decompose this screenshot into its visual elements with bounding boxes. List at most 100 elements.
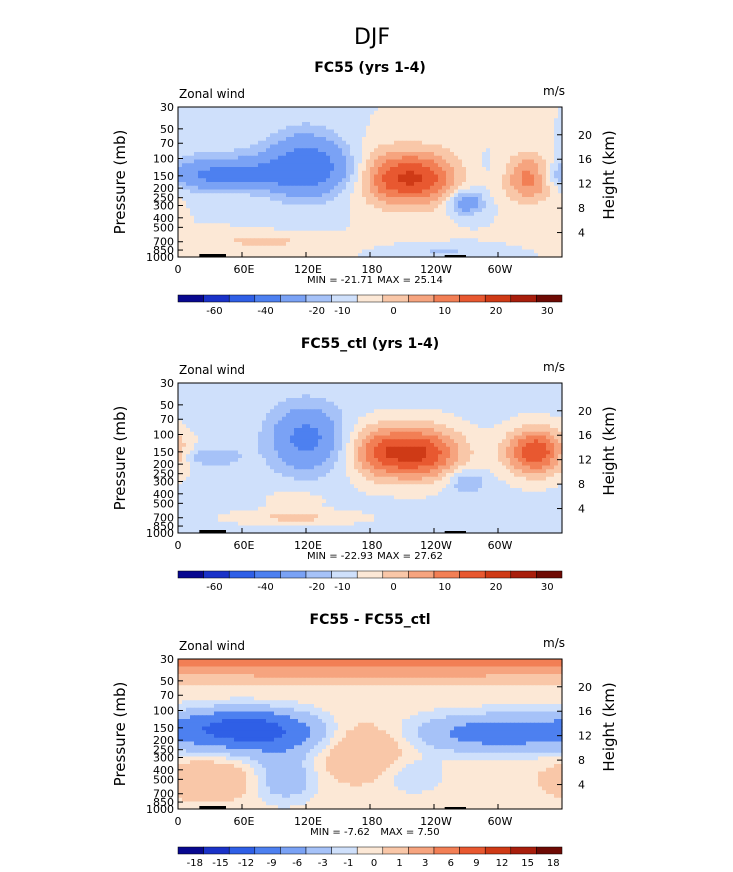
heatmap-cell bbox=[258, 383, 263, 388]
heatmap-cell bbox=[398, 398, 403, 403]
heatmap-cell bbox=[538, 140, 543, 146]
heatmap-cell bbox=[430, 114, 435, 119]
heatmap-cell bbox=[458, 197, 463, 202]
heatmap-cell bbox=[434, 129, 439, 134]
heatmap-cell bbox=[526, 167, 531, 172]
heatmap-cell bbox=[426, 170, 431, 176]
heatmap-cell bbox=[498, 409, 503, 414]
heatmap-cell bbox=[334, 129, 339, 134]
heatmap-cell bbox=[310, 125, 315, 131]
heatmap-cell bbox=[250, 420, 255, 425]
heatmap-cell bbox=[518, 129, 523, 134]
heatmap-cell bbox=[258, 398, 263, 403]
heatmap-cell bbox=[394, 159, 399, 164]
heatmap-cell bbox=[498, 125, 503, 131]
heatmap-cell bbox=[290, 249, 295, 254]
heatmap-cell bbox=[506, 215, 511, 221]
heatmap-cell bbox=[194, 155, 199, 161]
heatmap-cell bbox=[466, 215, 471, 221]
heatmap-cell bbox=[190, 185, 195, 191]
heatmap-cell bbox=[330, 163, 335, 168]
heatmap-cell bbox=[446, 390, 451, 395]
heatmap-cell bbox=[334, 137, 339, 142]
heatmap-cell bbox=[526, 420, 531, 425]
heatmap-cell bbox=[258, 155, 263, 161]
heatmap-cell bbox=[410, 133, 415, 138]
heatmap-cell bbox=[498, 114, 503, 119]
heatmap-cell bbox=[266, 219, 271, 224]
heatmap-cell bbox=[326, 200, 331, 206]
heatmap-cell bbox=[238, 401, 243, 407]
heatmap-cell bbox=[294, 193, 299, 198]
heatmap-cell bbox=[310, 129, 315, 134]
heatmap-cell bbox=[318, 197, 323, 202]
heatmap-cell bbox=[194, 386, 199, 392]
heatmap-cell bbox=[362, 223, 367, 228]
heatmap-cell bbox=[262, 212, 267, 217]
heatmap-cell bbox=[374, 234, 379, 239]
heatmap-cell bbox=[366, 409, 371, 414]
heatmap-cell bbox=[210, 107, 215, 112]
heatmap-cell bbox=[294, 152, 299, 157]
heatmap-cell bbox=[434, 140, 439, 146]
heatmap-cell bbox=[410, 110, 415, 116]
heatmap-cell bbox=[422, 144, 427, 149]
heatmap-cell bbox=[282, 182, 287, 187]
heatmap-cell bbox=[502, 409, 507, 414]
heatmap-cell bbox=[386, 204, 391, 209]
heatmap-cell bbox=[418, 163, 423, 168]
heatmap-cell bbox=[186, 416, 191, 422]
heatmap-cell bbox=[554, 197, 559, 202]
heatmap-cell bbox=[454, 155, 459, 161]
heatmap-cell bbox=[266, 215, 271, 221]
heatmap-cell bbox=[422, 110, 427, 116]
heatmap-cell bbox=[222, 110, 227, 116]
heatmap-cell bbox=[258, 230, 263, 236]
heatmap-cell bbox=[190, 253, 195, 258]
heatmap-cell bbox=[378, 144, 383, 149]
heatmap-cell bbox=[394, 189, 399, 194]
heatmap-cell bbox=[466, 107, 471, 112]
heatmap-cell bbox=[362, 163, 367, 168]
heatmap-cell bbox=[210, 133, 215, 138]
heatmap-cell bbox=[442, 416, 447, 422]
heatmap-cell bbox=[506, 245, 511, 251]
heatmap-cell bbox=[234, 193, 239, 198]
heatmap-cell bbox=[238, 152, 243, 157]
heatmap-cell bbox=[342, 189, 347, 194]
heatmap-cell bbox=[206, 234, 211, 239]
heatmap-cell bbox=[466, 163, 471, 168]
heatmap-cell bbox=[238, 238, 243, 243]
heatmap-cell bbox=[234, 420, 239, 425]
heatmap-cell bbox=[230, 174, 235, 179]
heatmap-cell bbox=[518, 230, 523, 236]
heatmap-cell bbox=[370, 174, 375, 179]
heatmap-cell bbox=[274, 409, 279, 414]
heatmap-cell bbox=[442, 245, 447, 251]
heatmap-cell bbox=[246, 212, 251, 217]
heatmap-cell bbox=[338, 249, 343, 254]
heatmap-cell bbox=[438, 223, 443, 228]
heatmap-cell bbox=[262, 163, 267, 168]
heatmap-cell bbox=[498, 238, 503, 243]
heatmap-cell bbox=[370, 140, 375, 146]
heatmap-cell bbox=[554, 137, 559, 142]
heatmap-cell bbox=[530, 420, 535, 425]
heatmap-cell bbox=[462, 197, 467, 202]
heatmap-cell bbox=[370, 249, 375, 254]
heatmap-cell bbox=[514, 118, 519, 123]
heatmap-cell bbox=[254, 249, 259, 254]
heatmap-cell bbox=[178, 245, 183, 251]
heatmap-cell bbox=[502, 223, 507, 228]
heatmap-cell bbox=[478, 178, 483, 183]
heatmap-cell bbox=[238, 110, 243, 116]
heatmap-cell bbox=[266, 238, 271, 243]
heatmap-cell bbox=[546, 219, 551, 224]
heatmap-cell bbox=[350, 386, 355, 392]
heatmap-cell bbox=[474, 401, 479, 407]
heatmap-cell bbox=[322, 133, 327, 138]
heatmap-cell bbox=[546, 167, 551, 172]
heatmap-cell bbox=[270, 386, 275, 392]
heatmap-cell bbox=[514, 401, 519, 407]
heatmap-cell bbox=[390, 110, 395, 116]
